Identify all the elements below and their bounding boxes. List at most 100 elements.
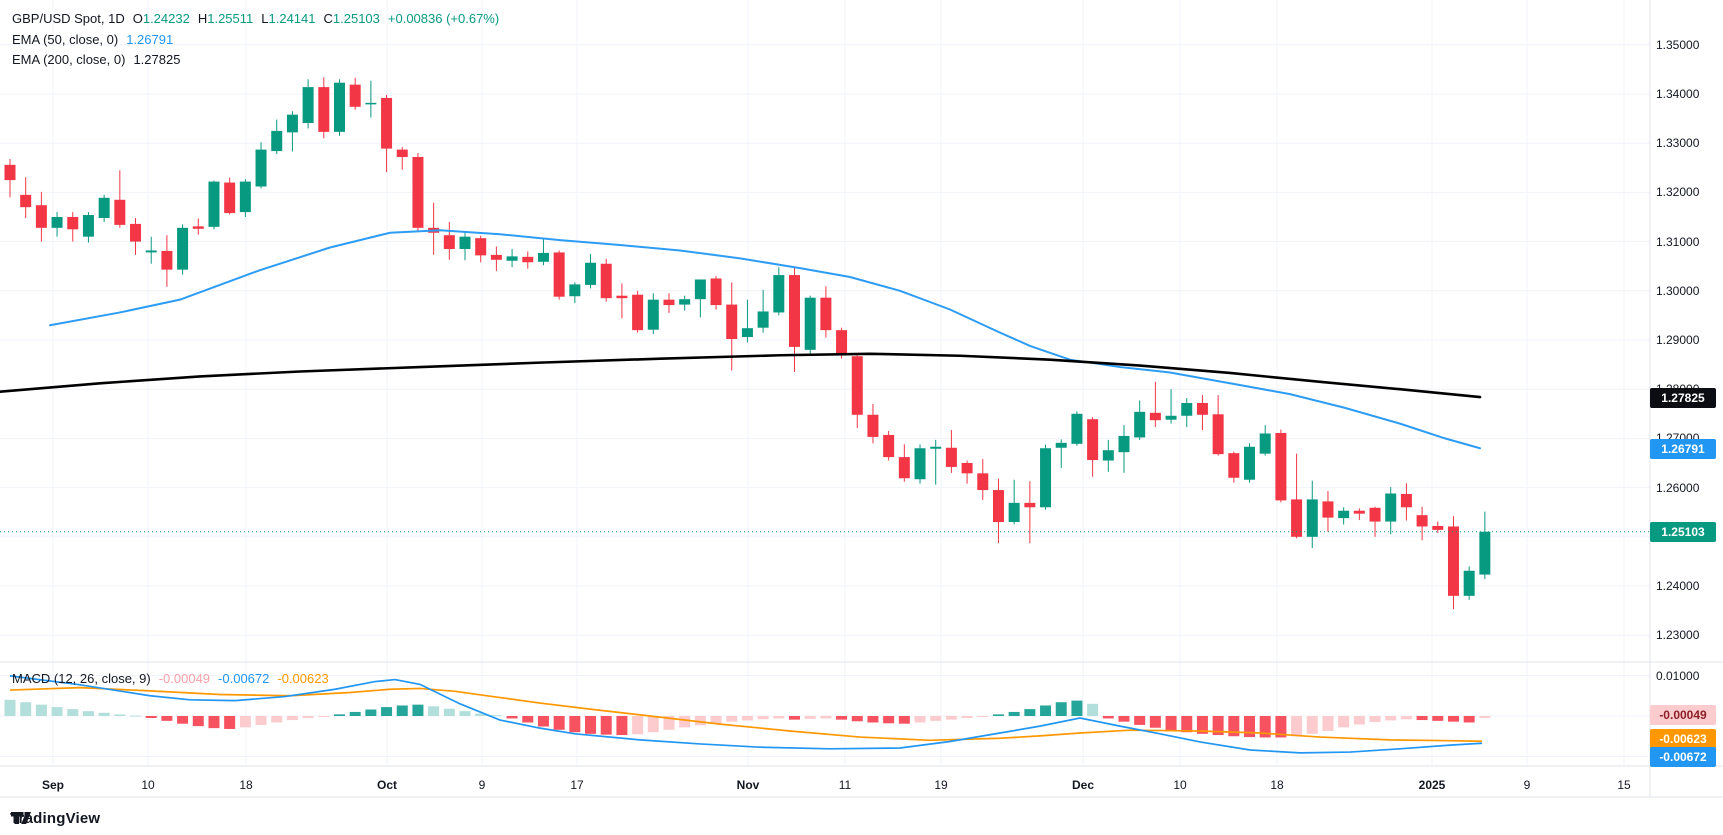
macd-histogram-bar <box>506 716 518 719</box>
candle-body <box>1024 502 1036 508</box>
change-value: +0.00836 (+0.67%) <box>387 11 500 26</box>
candle-body <box>130 223 142 242</box>
macd-histogram-bar <box>1102 716 1114 719</box>
candle-body <box>443 235 455 249</box>
candle-body <box>1118 435 1130 453</box>
ema50-value: 1.26791 <box>126 32 174 47</box>
price-axis-label: 1.31000 <box>1656 234 1700 249</box>
candle-body <box>1134 411 1146 438</box>
tradingview-logo[interactable]: TradingView <box>10 810 100 827</box>
macd-histogram-bar <box>883 716 895 724</box>
candle-body <box>773 275 785 313</box>
candle-body <box>1181 402 1193 416</box>
candle-body <box>365 102 377 105</box>
price-axis-label: 1.32000 <box>1656 185 1700 200</box>
macd-histogram-bar <box>1008 711 1020 716</box>
macd-histogram-bar <box>992 714 1004 716</box>
macd-histogram-bar <box>4 699 16 716</box>
time-axis-label: 10 <box>1173 778 1187 792</box>
ohlc-values: O1.24232 H1.25511 L1.24141 C1.25103 <box>133 11 388 26</box>
candle-body <box>1432 525 1444 530</box>
macd-histogram-bar <box>1353 716 1365 725</box>
ohlc-label: L <box>261 11 269 26</box>
macd-histogram-bar <box>851 716 863 722</box>
macd-histogram-bar <box>1212 716 1224 736</box>
candle-body <box>1275 432 1287 501</box>
macd-histogram-bar <box>1322 716 1334 731</box>
macd-histogram-bar <box>647 716 659 733</box>
macd-histogram-bar <box>1055 702 1067 716</box>
macd-histogram-bar <box>145 716 157 719</box>
ema50-legend[interactable]: EMA (50, close, 0) 1.26791 <box>12 32 173 47</box>
macd-histogram-bar <box>663 716 675 730</box>
time-axis-label: Sep <box>41 778 65 792</box>
macd-histogram-bar <box>1244 716 1256 738</box>
candle-body <box>1306 499 1318 537</box>
time-axis-label: 19 <box>934 778 948 792</box>
macd-histogram-bar <box>412 704 424 716</box>
macd-legend[interactable]: MACD (12, 26, close, 9) -0.00049 -0.00672-… <box>12 671 329 686</box>
macd-histogram-bar <box>130 715 142 717</box>
time-axis-label: 11 <box>838 778 852 792</box>
candle-body <box>349 84 361 107</box>
ema200-line <box>0 352 1482 399</box>
price-tag: 1.27825 <box>1650 387 1716 408</box>
macd-line-value: -0.00672 <box>218 671 270 686</box>
candle-body <box>867 414 879 437</box>
candle-body <box>820 297 832 331</box>
macd-histogram-bar <box>914 716 926 723</box>
candle-body <box>710 278 722 306</box>
macd-histogram-bar <box>98 712 110 716</box>
candle-body <box>945 447 957 467</box>
symbol-legend[interactable]: GBP/USD Spot, 1D O1.24232 H1.25511 L1.24141… <box>12 11 499 26</box>
macd-histogram-bar <box>1369 716 1381 723</box>
candle-body <box>616 295 628 299</box>
macd-histogram-bar <box>773 716 785 719</box>
ema200-legend[interactable]: EMA (200, close, 0) 1.27825 <box>12 52 180 67</box>
macd-histogram-bar <box>977 716 989 717</box>
time-axis-label: 18 <box>239 778 253 792</box>
candle-body <box>475 238 487 256</box>
macd-histogram-bar <box>898 716 910 724</box>
candle-body <box>914 448 926 480</box>
macd-histogram-bar <box>553 716 565 730</box>
candle-body <box>537 252 549 262</box>
candle-body <box>239 181 251 213</box>
macd-histogram-bar <box>239 716 251 728</box>
candle-body <box>600 263 612 299</box>
candle-body <box>1463 570 1475 596</box>
macd-histogram-bar <box>396 705 408 716</box>
ema200-label: EMA (200, close, 0) <box>12 52 126 67</box>
time-axis-label: Dec <box>1071 778 1095 792</box>
macd-histogram-bar <box>443 708 455 716</box>
macd-histogram-bar <box>1024 709 1036 716</box>
macd-histogram-bar <box>161 716 173 721</box>
time-axis-label: 2025 <box>1418 778 1446 792</box>
candle-body <box>333 82 345 132</box>
price-tag: 1.26791 <box>1650 438 1716 459</box>
macd-axis-label: 0.01000 <box>1656 668 1700 683</box>
macd-histogram-bar <box>428 706 440 716</box>
macd-histogram-bar <box>741 716 753 721</box>
macd-histogram-bar <box>694 716 706 726</box>
ema50-line <box>49 229 1481 450</box>
macd-histogram-bar <box>302 716 314 719</box>
price-axis-label: 1.23000 <box>1656 628 1700 643</box>
candle-body <box>647 299 659 330</box>
candle-body <box>67 217 79 230</box>
macd-histogram-bar <box>1259 716 1271 738</box>
candle-body <box>51 217 63 228</box>
macd-histogram-bar <box>1071 700 1083 716</box>
macd-line <box>9 675 1483 754</box>
candle-body <box>1353 510 1365 514</box>
macd-histogram-bar <box>600 716 612 735</box>
price-axis-label: 1.34000 <box>1656 87 1700 101</box>
candle-body <box>679 299 691 305</box>
macd-histogram-bar <box>522 716 534 723</box>
macd-histogram-bar <box>616 716 628 736</box>
macd-histogram-bar <box>1275 716 1287 738</box>
candle-body <box>1008 502 1020 523</box>
price-axis-label: 1.30000 <box>1656 283 1700 298</box>
